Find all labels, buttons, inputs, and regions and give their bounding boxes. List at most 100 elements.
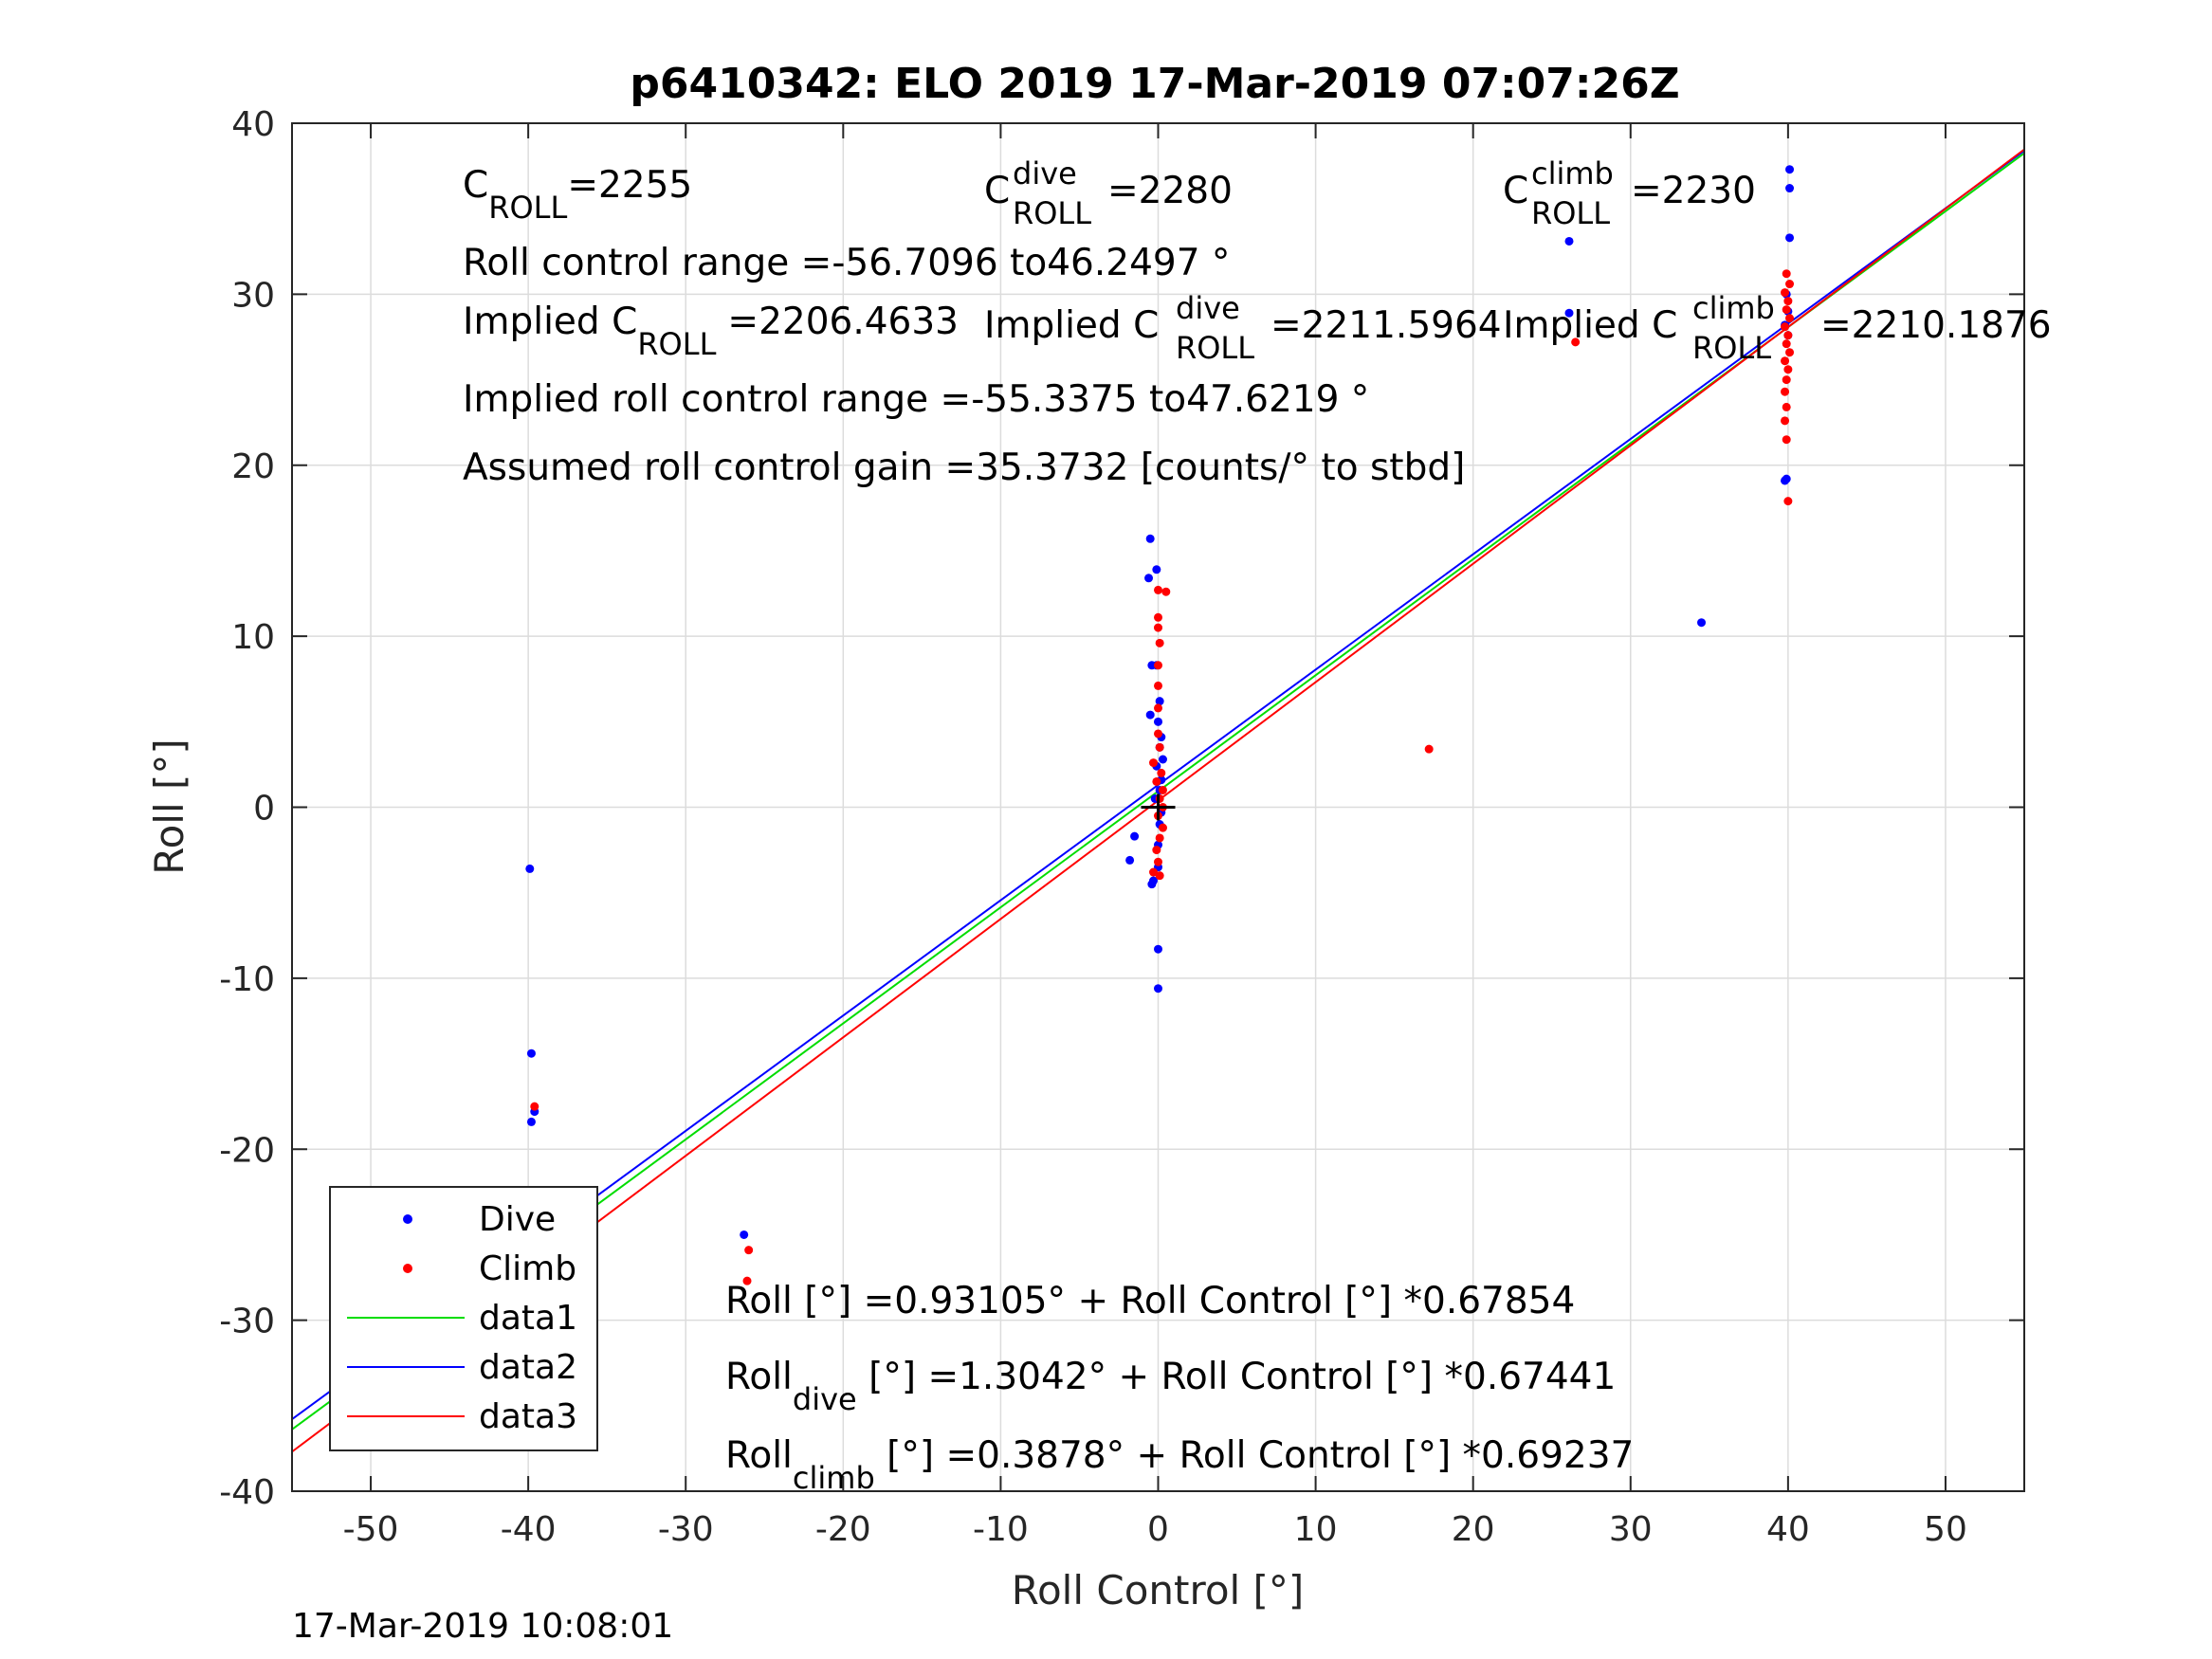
data-point-dive bbox=[1785, 233, 1795, 243]
legend-label-climb: Climb bbox=[479, 1249, 576, 1288]
data-point-dive bbox=[1130, 831, 1140, 841]
data-point-climb bbox=[1781, 288, 1790, 298]
data-point-climb bbox=[1154, 857, 1162, 866]
x-tick-label: -10 bbox=[973, 1510, 1029, 1549]
data-point-dive bbox=[525, 864, 535, 873]
annotation-implied-croll: Implied CROLL=2206.4633 bbox=[463, 301, 959, 362]
x-tick-label: -30 bbox=[658, 1510, 714, 1549]
x-tick-label: -50 bbox=[343, 1510, 399, 1549]
data-point-climb bbox=[1154, 729, 1162, 738]
data-point-climb bbox=[744, 1246, 754, 1255]
legend: Dive Climb data1 data2 data3 bbox=[329, 1186, 598, 1451]
data-point-climb bbox=[1785, 348, 1795, 357]
data-point-climb bbox=[1154, 661, 1162, 670]
data-point-climb bbox=[1782, 375, 1791, 385]
data-point-climb bbox=[1782, 305, 1791, 315]
data-point-dive bbox=[526, 1117, 536, 1126]
data-point-dive bbox=[1145, 710, 1155, 720]
data-point-dive bbox=[1144, 574, 1154, 583]
data-point-climb bbox=[1149, 867, 1159, 877]
data-point-dive bbox=[1125, 855, 1135, 865]
data-point-climb bbox=[1785, 280, 1795, 289]
y-tick-label: 10 bbox=[231, 618, 275, 657]
data-point-climb bbox=[1781, 322, 1790, 332]
data-point-climb bbox=[1783, 297, 1793, 306]
data-point-climb bbox=[530, 1102, 539, 1111]
data-point-dive bbox=[1147, 880, 1157, 889]
data-point-climb bbox=[1149, 758, 1159, 768]
data-point-dive bbox=[1564, 236, 1574, 246]
data-point-dive bbox=[1155, 697, 1164, 706]
data-point-climb bbox=[1783, 365, 1793, 374]
data-point-dive bbox=[1158, 755, 1167, 764]
data-point-dive bbox=[1564, 308, 1574, 318]
data-point-climb bbox=[1782, 339, 1791, 349]
data-point-climb bbox=[1782, 402, 1791, 411]
data-point-climb bbox=[1152, 846, 1161, 855]
y-tick-label: 30 bbox=[231, 276, 275, 315]
data-point-climb bbox=[1424, 744, 1434, 754]
data-point-climb bbox=[1157, 768, 1166, 777]
data-point-climb bbox=[1781, 416, 1790, 426]
data-point-climb bbox=[742, 1276, 752, 1285]
data-point-climb bbox=[1783, 497, 1793, 506]
data-point-climb bbox=[1154, 703, 1162, 713]
data-point-dive bbox=[1152, 565, 1161, 574]
data-point-dive bbox=[526, 1048, 536, 1058]
data-point-climb bbox=[1161, 587, 1171, 596]
data-point-climb bbox=[1155, 871, 1164, 881]
origin-marker bbox=[1141, 793, 1176, 821]
data-point-dive bbox=[1154, 944, 1162, 954]
x-tick-label: 10 bbox=[1294, 1510, 1338, 1549]
x-tick-label: 50 bbox=[1924, 1510, 1967, 1549]
legend-label-data3: data3 bbox=[479, 1397, 577, 1436]
x-tick-label: 0 bbox=[1147, 1510, 1169, 1549]
y-tick-label: -40 bbox=[219, 1473, 275, 1512]
annotation-fit-all: Roll [°] =0.93105° + Roll Control [°] *0… bbox=[725, 1280, 1575, 1322]
y-tick-label: -30 bbox=[219, 1303, 275, 1341]
y-tick-label: -10 bbox=[219, 960, 275, 999]
x-tick-label: -40 bbox=[501, 1510, 557, 1549]
data-point-dive bbox=[1154, 984, 1162, 994]
data-point-climb bbox=[1571, 337, 1581, 347]
y-tick-label: 20 bbox=[231, 447, 275, 486]
annotations: CROLL=2255 Cdive ROLL=2280 Cclimb ROLL=223… bbox=[463, 155, 2052, 1496]
annotation-gain: Assumed roll control gain =35.3732 [coun… bbox=[463, 447, 1465, 489]
legend-label-data2: data2 bbox=[479, 1348, 577, 1387]
annotation-croll-dive: Cdive ROLL=2280 bbox=[984, 155, 1233, 231]
data-point-climb bbox=[1154, 681, 1162, 690]
x-tick-labels: -50 -40 -30 -20 -10 0 10 20 30 40 50 bbox=[343, 1510, 1967, 1549]
chart-title: p6410342: ELO 2019 17-Mar-2019 07:07:26Z bbox=[630, 60, 1679, 108]
legend-label-dive: Dive bbox=[479, 1200, 556, 1239]
tick-marks bbox=[292, 122, 2024, 1492]
data-point-dive bbox=[1785, 184, 1795, 193]
data-point-climb bbox=[1155, 833, 1164, 843]
legend-label-data1: data1 bbox=[479, 1299, 577, 1338]
annotation-roll-control-range: Roll control range =-56.7096 to46.2497 ° bbox=[463, 242, 1230, 284]
data-point-climb bbox=[1782, 435, 1791, 445]
annotation-croll: CROLL=2255 bbox=[463, 164, 692, 226]
x-axis-label: Roll Control [°] bbox=[1012, 1567, 1305, 1613]
legend-swatch-dive bbox=[403, 1214, 412, 1224]
data-point-dive bbox=[1145, 534, 1155, 543]
x-tick-label: 30 bbox=[1609, 1510, 1653, 1549]
x-tick-label: 40 bbox=[1766, 1510, 1810, 1549]
data-point-dive bbox=[1785, 165, 1795, 174]
data-point-climb bbox=[1154, 585, 1162, 594]
data-point-dive bbox=[1697, 618, 1707, 628]
x-tick-label: 20 bbox=[1452, 1510, 1495, 1549]
y-tick-label: 0 bbox=[253, 790, 275, 829]
legend-swatch-climb bbox=[403, 1264, 412, 1273]
data-point-dive bbox=[740, 1230, 749, 1239]
x-tick-label: -20 bbox=[815, 1510, 871, 1549]
data-point-climb bbox=[1782, 269, 1791, 279]
data-point-climb bbox=[1785, 314, 1795, 323]
figure-timestamp: 17-Mar-2019 10:08:01 bbox=[292, 1607, 673, 1646]
data-point-climb bbox=[1154, 623, 1162, 632]
data-point-dive bbox=[1781, 476, 1790, 485]
y-tick-labels: -40 -30 -20 -10 0 10 20 30 40 bbox=[219, 105, 275, 1512]
data-point-climb bbox=[1155, 742, 1164, 752]
